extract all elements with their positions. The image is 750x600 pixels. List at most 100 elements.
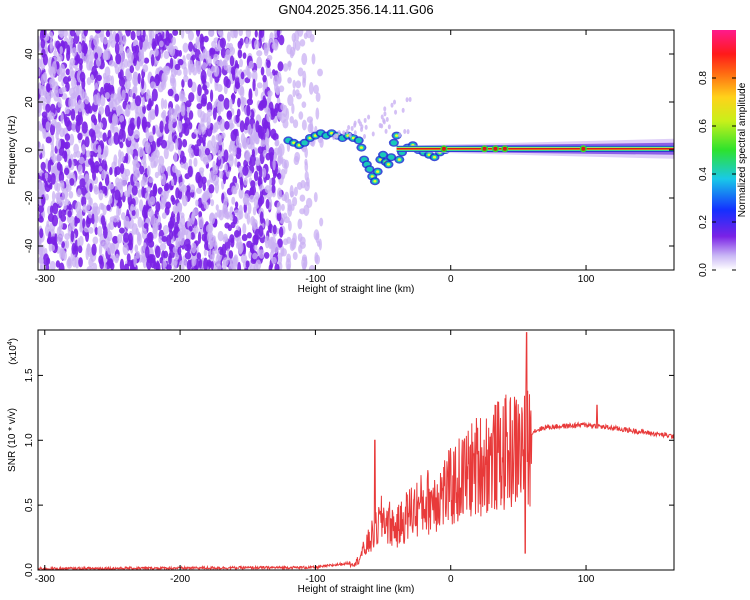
noise-speck — [183, 75, 189, 83]
noise-speck — [239, 58, 244, 68]
branch-tail — [406, 129, 410, 135]
noise-speck — [318, 238, 322, 251]
noise-speck — [235, 241, 240, 249]
noise-speck — [197, 231, 202, 244]
noise-speck — [145, 89, 151, 102]
noise-speck — [45, 136, 52, 144]
noise-speck — [292, 119, 299, 129]
noise-speck — [203, 156, 209, 165]
noise-speck — [252, 206, 257, 216]
noise-speck — [233, 30, 238, 38]
noise-speck — [88, 226, 94, 234]
noise-speck — [214, 241, 218, 255]
snr-ytick-label: 0.5 — [24, 498, 35, 512]
noise-speck — [58, 196, 64, 207]
noise-speck — [38, 179, 42, 191]
noise-speck — [133, 57, 137, 67]
noise-speck — [187, 147, 193, 154]
noise-speck — [175, 105, 181, 118]
noise-speck — [91, 206, 98, 215]
branch-tail — [347, 125, 351, 131]
noise-speck — [213, 56, 218, 65]
noise-speck — [237, 261, 242, 270]
noise-speck — [235, 147, 242, 155]
noise-speck — [246, 65, 251, 79]
noise-speck — [230, 237, 235, 248]
noise-speck — [162, 257, 166, 270]
noise-speck — [67, 210, 72, 218]
noise-speck — [66, 258, 73, 269]
noise-speck — [235, 135, 240, 147]
noise-speck — [50, 172, 56, 185]
noise-speck — [84, 136, 90, 148]
noise-speck — [149, 196, 156, 206]
noise-speck — [137, 146, 144, 158]
noise-speck — [140, 179, 146, 188]
noise-speck — [173, 151, 178, 163]
noise-speck — [64, 141, 71, 150]
noise-speck — [206, 109, 213, 117]
noise-speck — [102, 132, 107, 143]
noise-speck — [125, 79, 131, 90]
branch-tail — [348, 132, 352, 138]
noise-speck — [109, 195, 113, 204]
noise-speck — [227, 224, 232, 232]
noise-speck — [256, 248, 261, 257]
noise-speck — [103, 150, 107, 162]
noise-speck — [222, 172, 227, 185]
noise-speck — [264, 185, 271, 194]
branch-tail — [385, 117, 389, 123]
snr-xlabel: Height of straight line (km) — [298, 584, 415, 595]
noise-speck — [208, 184, 215, 194]
noise-speck — [217, 149, 222, 160]
noise-speck — [215, 254, 221, 267]
noise-speck — [257, 176, 262, 187]
noise-speck — [197, 84, 202, 97]
noise-speck — [168, 42, 174, 55]
noise-speck — [114, 42, 120, 55]
noise-speck — [59, 180, 65, 188]
noise-speck — [263, 42, 270, 54]
noise-speck — [297, 30, 304, 37]
noise-speck — [159, 120, 164, 133]
noise-speck — [178, 49, 182, 57]
noise-speck — [68, 191, 74, 199]
noise-speck — [161, 72, 166, 86]
noise-speck — [196, 138, 202, 147]
noise-speck — [193, 157, 198, 168]
noise-speck — [102, 72, 107, 80]
noise-speck — [174, 93, 180, 102]
noise-speck — [181, 79, 185, 88]
branch-tail — [382, 119, 386, 125]
noise-speck — [201, 74, 206, 85]
noise-speck — [78, 235, 84, 247]
noise-speck — [147, 41, 152, 50]
noise-speck — [277, 76, 282, 84]
noise-speck — [70, 215, 75, 228]
noise-speck — [229, 122, 235, 129]
noise-speck — [213, 100, 221, 107]
noise-speck — [210, 240, 214, 249]
noise-speck — [45, 82, 51, 93]
noise-speck — [100, 94, 106, 107]
noise-speck — [58, 87, 64, 95]
noise-speck — [276, 187, 282, 200]
noise-speck — [243, 193, 250, 205]
noise-speck — [138, 53, 145, 65]
noise-speck — [104, 92, 110, 100]
noise-speck — [94, 226, 99, 236]
noise-speck — [272, 38, 279, 51]
noise-speck — [134, 95, 142, 107]
noise-speck — [55, 154, 62, 162]
noise-speck — [245, 37, 249, 49]
noise-speck — [262, 74, 267, 83]
spectrogram-ytick-label: 20 — [24, 96, 35, 108]
spectrogram-xtick-label: -300 — [35, 274, 55, 285]
noise-speck — [301, 53, 308, 66]
noise-speck — [245, 260, 250, 268]
noise-speck — [287, 204, 293, 217]
noise-speck — [113, 62, 118, 69]
noise-speck — [49, 260, 56, 270]
noise-speck — [260, 139, 267, 147]
